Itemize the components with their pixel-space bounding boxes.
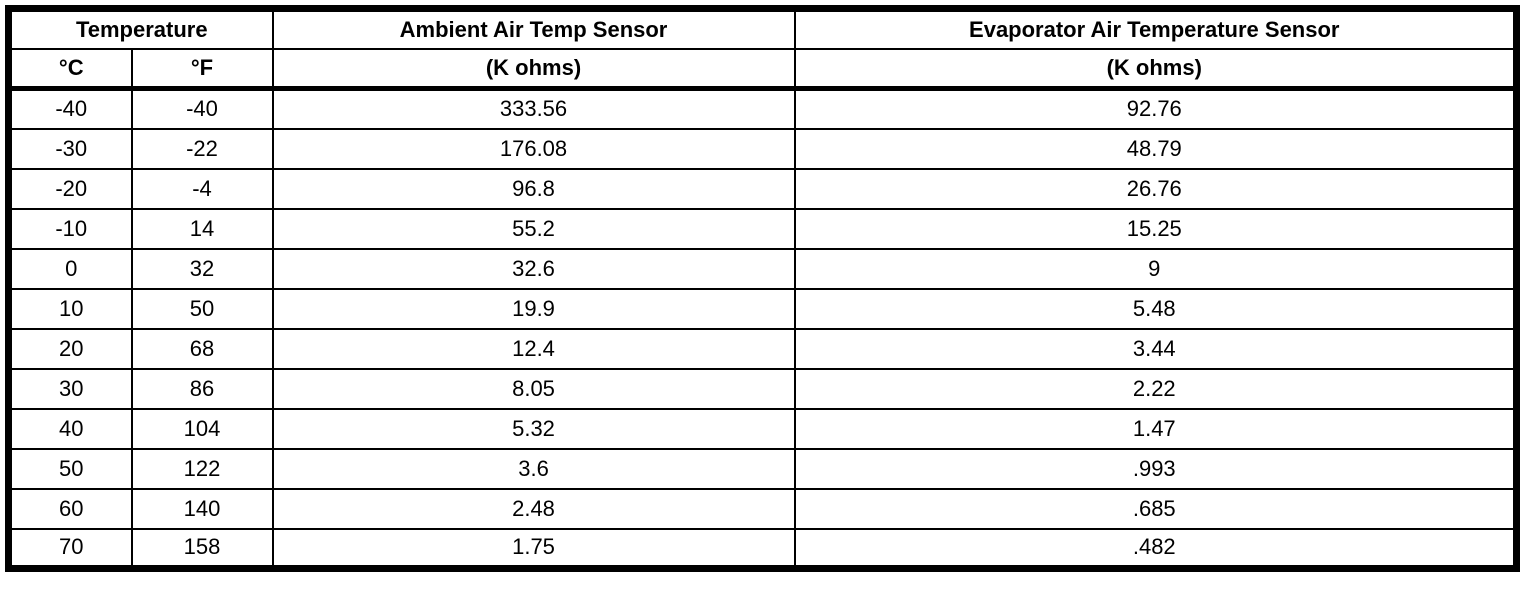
cell-fahrenheit: 50 [130, 287, 274, 330]
cell-fahrenheit: 140 [130, 487, 274, 530]
cell-ambient-resistance: 333.56 [271, 87, 796, 130]
cell-ambient-resistance: 96.8 [271, 167, 796, 210]
header-units-row: °C °F (K ohms) (K ohms) [7, 47, 1518, 91]
cell-evaporator-resistance: 1.47 [793, 407, 1518, 450]
table-row: 60 140 2.48 .685 [7, 487, 1518, 530]
cell-fahrenheit: 122 [130, 447, 274, 490]
cell-celsius: -40 [7, 87, 133, 130]
cell-evaporator-resistance: .685 [793, 487, 1518, 530]
cell-fahrenheit: 68 [130, 327, 274, 370]
table-row: -30 -22 176.08 48.79 [7, 127, 1518, 170]
table-row: -20 -4 96.8 26.76 [7, 167, 1518, 210]
header-celsius: °C [7, 47, 133, 91]
cell-ambient-resistance: 12.4 [271, 327, 796, 370]
cell-evaporator-resistance: 2.22 [793, 367, 1518, 410]
cell-ambient-resistance: 8.05 [271, 367, 796, 410]
cell-fahrenheit: -4 [130, 167, 274, 210]
cell-ambient-resistance: 55.2 [271, 207, 796, 250]
cell-ambient-resistance: 3.6 [271, 447, 796, 490]
table-row: 40 104 5.32 1.47 [7, 407, 1518, 450]
header-fahrenheit: °F [130, 47, 274, 91]
cell-celsius: -10 [7, 207, 133, 250]
cell-fahrenheit: -40 [130, 87, 274, 130]
table-body: -40 -40 333.56 92.76 -30 -22 176.08 48.7… [7, 87, 1518, 570]
cell-fahrenheit: -22 [130, 127, 274, 170]
cell-fahrenheit: 86 [130, 367, 274, 410]
cell-celsius: 60 [7, 487, 133, 530]
table-row: 10 50 19.9 5.48 [7, 287, 1518, 330]
table-row: 30 86 8.05 2.22 [7, 367, 1518, 410]
table-header: Temperature Ambient Air Temp Sensor Evap… [7, 7, 1518, 91]
table-row: -40 -40 333.56 92.76 [7, 87, 1518, 130]
cell-ambient-resistance: 176.08 [271, 127, 796, 170]
cell-celsius: 50 [7, 447, 133, 490]
cell-fahrenheit: 158 [130, 527, 274, 570]
table-row: -10 14 55.2 15.25 [7, 207, 1518, 250]
header-temperature: Temperature [7, 7, 274, 50]
cell-celsius: -30 [7, 127, 133, 170]
header-group-row: Temperature Ambient Air Temp Sensor Evap… [7, 7, 1518, 50]
table-row: 20 68 12.4 3.44 [7, 327, 1518, 370]
cell-celsius: 0 [7, 247, 133, 290]
cell-celsius: -20 [7, 167, 133, 210]
cell-ambient-resistance: 1.75 [271, 527, 796, 570]
header-ambient-units: (K ohms) [271, 47, 796, 91]
cell-fahrenheit: 104 [130, 407, 274, 450]
cell-celsius: 20 [7, 327, 133, 370]
cell-fahrenheit: 32 [130, 247, 274, 290]
table-row: 0 32 32.6 9 [7, 247, 1518, 290]
cell-evaporator-resistance: 15.25 [793, 207, 1518, 250]
cell-celsius: 70 [7, 527, 133, 570]
cell-evaporator-resistance: 92.76 [793, 87, 1518, 130]
table-row: 50 122 3.6 .993 [7, 447, 1518, 490]
header-evaporator-units: (K ohms) [793, 47, 1518, 91]
table-row: 70 158 1.75 .482 [7, 527, 1518, 570]
cell-evaporator-resistance: 26.76 [793, 167, 1518, 210]
cell-evaporator-resistance: .993 [793, 447, 1518, 490]
cell-ambient-resistance: 19.9 [271, 287, 796, 330]
cell-evaporator-resistance: 5.48 [793, 287, 1518, 330]
header-ambient-sensor: Ambient Air Temp Sensor [271, 7, 796, 50]
cell-celsius: 30 [7, 367, 133, 410]
cell-ambient-resistance: 2.48 [271, 487, 796, 530]
sensor-resistance-table: Temperature Ambient Air Temp Sensor Evap… [5, 5, 1520, 572]
cell-fahrenheit: 14 [130, 207, 274, 250]
cell-evaporator-resistance: 3.44 [793, 327, 1518, 370]
cell-evaporator-resistance: 48.79 [793, 127, 1518, 170]
cell-celsius: 40 [7, 407, 133, 450]
cell-ambient-resistance: 32.6 [271, 247, 796, 290]
cell-evaporator-resistance: 9 [793, 247, 1518, 290]
header-evaporator-sensor: Evaporator Air Temperature Sensor [793, 7, 1518, 50]
cell-evaporator-resistance: .482 [793, 527, 1518, 570]
cell-ambient-resistance: 5.32 [271, 407, 796, 450]
cell-celsius: 10 [7, 287, 133, 330]
